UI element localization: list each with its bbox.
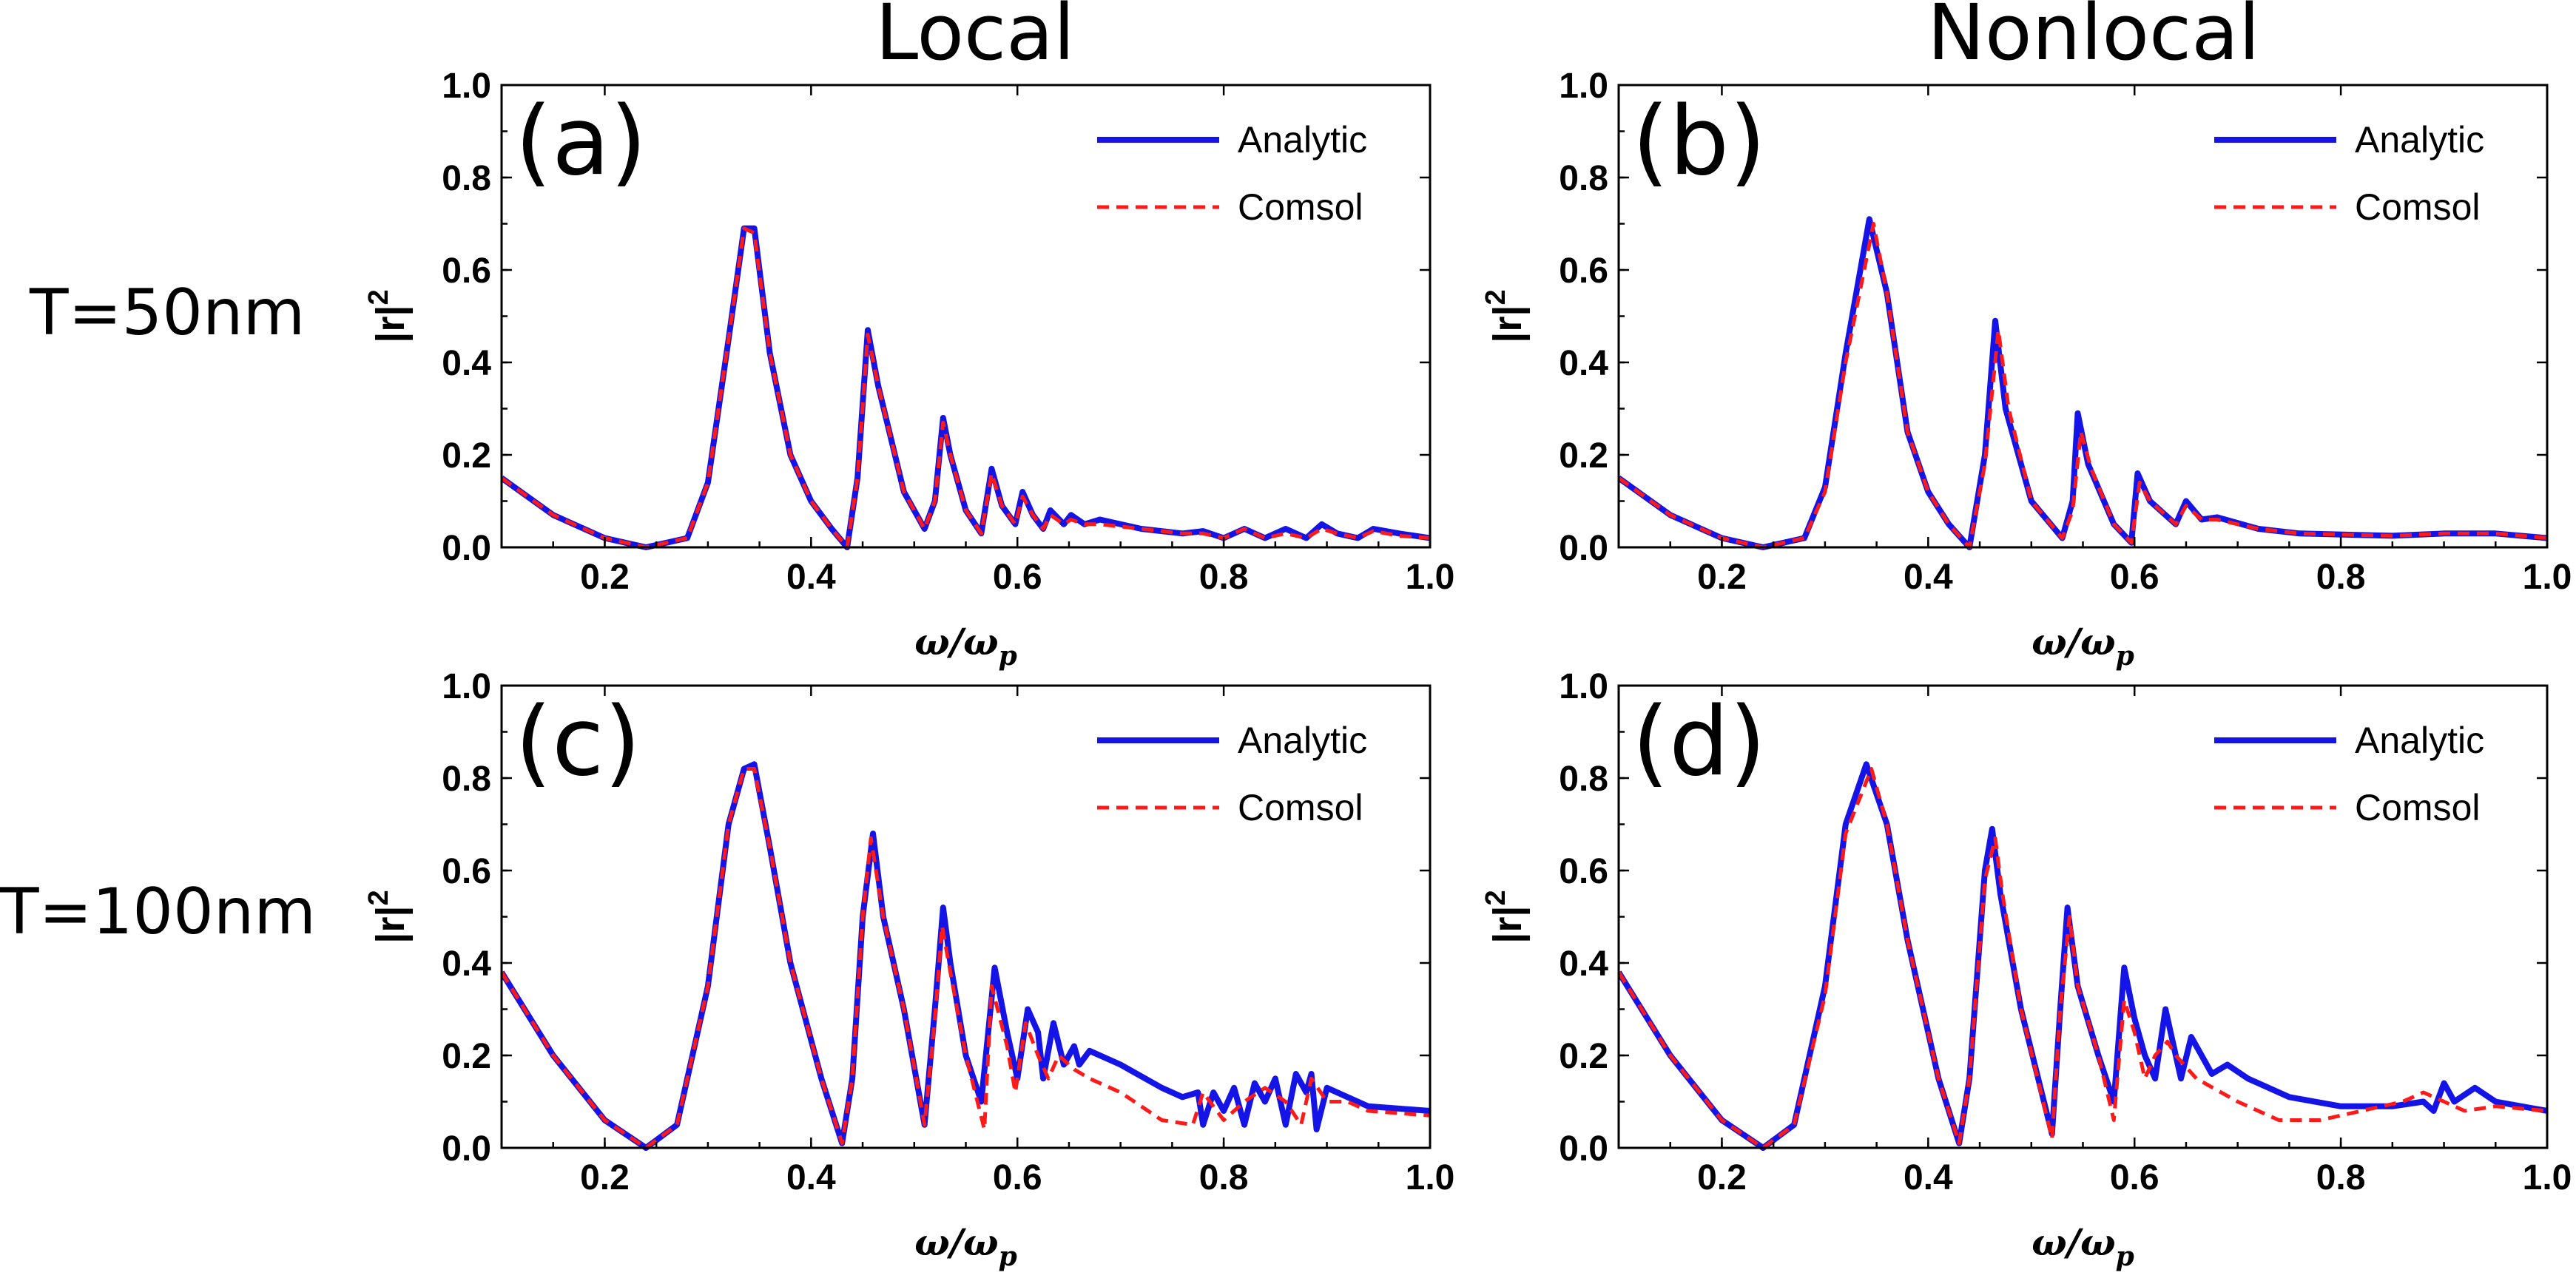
- y-tick-label: 1.0: [1559, 67, 1608, 106]
- y-axis-label: |r|2: [363, 890, 414, 943]
- y-tick-label: 0.8: [442, 760, 491, 799]
- x-tick-label: 0.2: [580, 558, 630, 597]
- panels: 0.2 0.4 0.6 0.8 1.0 0.0 0.2 0.4 0.6 0.8 1.0 (a) Anal…: [363, 67, 2572, 1272]
- x-axis-label-sub: p: [2116, 1241, 2134, 1272]
- x-tick-label: 0.8: [2316, 558, 2366, 597]
- x-tick-label: 0.4: [1904, 558, 1953, 597]
- legend-label-comsol: Comsol: [1238, 186, 1363, 228]
- y-tick-label: 0.8: [442, 159, 491, 198]
- panel-label: (b): [1632, 87, 1766, 197]
- panel-b: 0.2 0.4 0.6 0.8 1.0 0.0 0.2 0.4 0.6 0.8 1.0 (b) Anal…: [1480, 67, 2572, 672]
- x-tick-label: 0.6: [2110, 1158, 2159, 1197]
- x-tick-label: 1.0: [1406, 1158, 1455, 1197]
- column-title-nonlocal: Nonlocal: [1927, 0, 2260, 78]
- legend: Analytic Comsol: [2214, 119, 2484, 228]
- x-tick-label: 0.6: [993, 558, 1042, 597]
- y-axis-label-base: |r|: [1486, 305, 1531, 342]
- x-axis-label: ω/ωp: [914, 620, 1017, 672]
- legend-label-comsol: Comsol: [2355, 186, 2480, 228]
- y-tick-label: 1.0: [442, 67, 491, 106]
- x-axis-label: ω/ωp: [2032, 620, 2134, 672]
- y-axis-label-base: |r|: [368, 905, 414, 943]
- y-tick-label: 0.2: [442, 436, 491, 476]
- x-axis-label-base: ω/ω: [914, 620, 998, 663]
- series-line-comsol: [502, 767, 1430, 1150]
- legend: Analytic Comsol: [2214, 720, 2484, 828]
- series-line-comsol: [1619, 222, 2547, 550]
- x-axis-label-base: ω/ω: [2032, 620, 2115, 663]
- panel-label: (d): [1632, 687, 1766, 797]
- x-tick-label: 0.2: [1697, 558, 1747, 597]
- y-axis-label-sup: 2: [1480, 890, 1511, 905]
- y-axis-label-sup: 2: [1480, 289, 1511, 305]
- y-tick-label: 0.4: [1559, 944, 1608, 984]
- x-tick-label: 0.8: [2316, 1158, 2366, 1197]
- panel-d: 0.2 0.4 0.6 0.8 1.0 0.0 0.2 0.4 0.6 0.8 1.0 (d) Anal…: [1480, 667, 2572, 1272]
- legend-label-comsol: Comsol: [1238, 787, 1363, 828]
- y-tick-label: 1.0: [442, 667, 491, 706]
- legend-label-analytic: Analytic: [1238, 720, 1367, 761]
- legend-label-analytic: Analytic: [2355, 720, 2484, 761]
- x-axis-label: ω/ωp: [914, 1220, 1017, 1272]
- y-axis-label-sup: 2: [363, 289, 394, 305]
- x-axis-label-base: ω/ω: [2032, 1220, 2115, 1264]
- y-tick-label: 0.0: [1559, 1129, 1608, 1169]
- x-tick-label: 0.8: [1199, 558, 1249, 597]
- y-axis-label-base: |r|: [368, 305, 414, 342]
- y-tick-label: 0.0: [1559, 529, 1608, 568]
- x-tick-label: 0.4: [1904, 1158, 1953, 1197]
- row-title-t100: T=100nm: [0, 875, 316, 949]
- series-line-analytic: [502, 225, 1430, 550]
- y-axis-label: |r|2: [363, 289, 414, 342]
- panel-label: (c): [515, 687, 641, 797]
- y-tick-label: 1.0: [1559, 667, 1608, 706]
- y-tick-label: 0.8: [1559, 159, 1608, 198]
- panel-a: 0.2 0.4 0.6 0.8 1.0 0.0 0.2 0.4 0.6 0.8 1.0 (a) Anal…: [363, 67, 1454, 672]
- x-tick-label: 0.2: [1697, 1158, 1747, 1197]
- x-tick-label: 0.4: [786, 1158, 836, 1197]
- legend-label-analytic: Analytic: [2355, 119, 2484, 160]
- x-tick-label: 0.6: [2110, 558, 2159, 597]
- x-tick-label: 1.0: [2523, 1158, 2572, 1197]
- row-title-t50: T=50nm: [29, 276, 305, 350]
- x-tick-label: 0.6: [993, 1158, 1042, 1197]
- y-tick-label: 0.6: [1559, 251, 1608, 291]
- x-axis-label-sub: p: [2116, 640, 2134, 672]
- legend: Analytic Comsol: [1097, 720, 1367, 828]
- y-tick-label: 0.4: [442, 344, 491, 383]
- x-tick-label: 1.0: [2523, 558, 2572, 597]
- x-tick-label: 1.0: [1406, 558, 1455, 597]
- y-tick-label: 0.8: [1559, 760, 1608, 799]
- y-axis-label: |r|2: [1480, 289, 1531, 342]
- legend-label-comsol: Comsol: [2355, 787, 2480, 828]
- panel-c: 0.2 0.4 0.6 0.8 1.0 0.0 0.2 0.4 0.6 0.8 1.0 (c) Anal…: [363, 667, 1454, 1272]
- column-title-local: Local: [875, 0, 1075, 78]
- x-axis-label: ω/ωp: [2032, 1220, 2134, 1272]
- y-tick-label: 0.0: [442, 1129, 491, 1169]
- x-tick-label: 0.2: [580, 1158, 630, 1197]
- y-tick-label: 0.4: [442, 944, 491, 984]
- x-axis-label-sub: p: [999, 640, 1017, 672]
- y-tick-label: 0.0: [442, 529, 491, 568]
- series-line-comsol: [1619, 767, 2547, 1150]
- legend-label-analytic: Analytic: [1238, 119, 1367, 160]
- x-tick-label: 0.8: [1199, 1158, 1249, 1197]
- x-tick-label: 0.4: [786, 558, 836, 597]
- y-axis-label-sup: 2: [363, 890, 394, 905]
- y-axis-label: |r|2: [1480, 890, 1531, 943]
- y-tick-label: 0.4: [1559, 344, 1608, 383]
- y-tick-label: 0.2: [1559, 1037, 1608, 1076]
- y-axis-label-base: |r|: [1486, 905, 1531, 943]
- y-tick-label: 0.6: [1559, 852, 1608, 891]
- legend: Analytic Comsol: [1097, 119, 1367, 228]
- y-tick-label: 0.6: [442, 852, 491, 891]
- y-tick-label: 0.6: [442, 251, 491, 291]
- y-tick-label: 0.2: [1559, 436, 1608, 476]
- panel-label: (a): [515, 87, 647, 197]
- x-axis-label-base: ω/ω: [914, 1220, 998, 1264]
- y-tick-label: 0.2: [442, 1037, 491, 1076]
- x-axis-label-sub: p: [999, 1241, 1017, 1272]
